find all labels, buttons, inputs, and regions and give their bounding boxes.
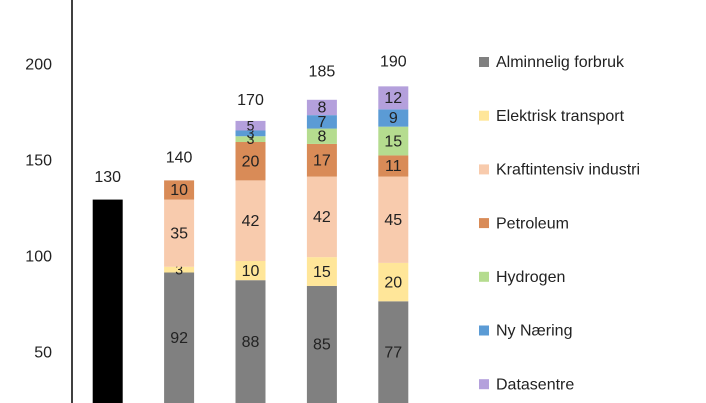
bar-segment bbox=[235, 120, 266, 131]
data-label: 3 bbox=[247, 125, 255, 141]
bar-segment bbox=[306, 99, 337, 116]
bar-segment bbox=[235, 280, 266, 403]
total-label: 170 bbox=[237, 92, 264, 109]
total-label: 185 bbox=[309, 63, 336, 80]
legend-label: Ny Næring bbox=[496, 323, 572, 340]
bar-segment bbox=[164, 272, 195, 403]
data-label: 15 bbox=[384, 133, 402, 150]
data-label: 12 bbox=[384, 90, 402, 107]
y-tick-label: 200 bbox=[25, 56, 52, 73]
legend-label: Kraftintensiv industri bbox=[496, 162, 640, 179]
bar-segment bbox=[378, 301, 409, 403]
total-label: 190 bbox=[380, 54, 407, 71]
legend-label: Elektrisk transport bbox=[496, 108, 625, 125]
bar-segment bbox=[235, 260, 266, 281]
data-label: 85 bbox=[313, 337, 331, 354]
data-label: 15 bbox=[313, 264, 331, 281]
legend-swatch bbox=[479, 164, 489, 175]
data-label: 77 bbox=[384, 344, 402, 361]
legend-swatch bbox=[479, 57, 489, 67]
data-label: 10 bbox=[242, 263, 260, 280]
legend-swatch bbox=[479, 379, 489, 390]
bar-segment bbox=[235, 142, 266, 181]
data-label: 8 bbox=[317, 128, 326, 145]
data-label: 42 bbox=[313, 209, 331, 226]
legend-swatch bbox=[479, 325, 489, 336]
y-tick-label: 100 bbox=[25, 248, 52, 265]
data-label: 8 bbox=[317, 100, 326, 117]
data-label: 88 bbox=[242, 334, 260, 351]
data-label: 20 bbox=[384, 274, 402, 291]
bar-segment bbox=[306, 257, 337, 286]
bar-segment bbox=[235, 130, 266, 137]
bar-segment bbox=[92, 199, 123, 403]
data-label: 7 bbox=[317, 114, 326, 131]
legend-label: Datasentre bbox=[496, 376, 574, 393]
legend-label: Alminnelig forbruk bbox=[496, 54, 625, 71]
total-label: 140 bbox=[166, 150, 193, 167]
bar-segment bbox=[306, 143, 337, 177]
bar-segment bbox=[306, 115, 337, 129]
legend-swatch bbox=[479, 218, 489, 229]
bar-segment bbox=[306, 176, 337, 258]
bar-segment bbox=[378, 126, 409, 156]
data-label: 35 bbox=[170, 225, 188, 242]
data-label: 11 bbox=[385, 158, 402, 175]
data-label: 10 bbox=[170, 182, 188, 199]
bar-segment bbox=[378, 262, 409, 302]
bar-segment bbox=[378, 155, 409, 177]
legend-swatch bbox=[479, 271, 489, 282]
bar-segment bbox=[164, 199, 195, 267]
bar-segment bbox=[378, 109, 409, 127]
total-label: 130 bbox=[94, 169, 121, 186]
legend-label: Hydrogen bbox=[496, 269, 565, 286]
y-tick-label: 150 bbox=[25, 152, 52, 169]
data-label: 92 bbox=[170, 330, 188, 347]
data-label: 5 bbox=[247, 117, 255, 133]
data-label: 3 bbox=[175, 261, 183, 277]
data-label: 42 bbox=[242, 213, 260, 230]
legend-swatch bbox=[479, 110, 489, 121]
bar-segment bbox=[306, 128, 337, 144]
bar-segment bbox=[235, 136, 266, 143]
bar-segment bbox=[164, 266, 195, 273]
data-label: 17 bbox=[313, 152, 331, 169]
legend-label: Petroleum bbox=[496, 215, 569, 232]
y-tick-label: 50 bbox=[34, 344, 52, 361]
bar-segment bbox=[378, 176, 409, 263]
data-label: 45 bbox=[384, 212, 402, 229]
bar-segment bbox=[235, 180, 266, 261]
bar-segment bbox=[306, 285, 337, 403]
data-label: 20 bbox=[242, 153, 260, 170]
bar-segment bbox=[378, 86, 409, 110]
bar-segment bbox=[164, 180, 195, 200]
data-label: 9 bbox=[389, 110, 398, 127]
data-label: 3 bbox=[247, 131, 255, 147]
